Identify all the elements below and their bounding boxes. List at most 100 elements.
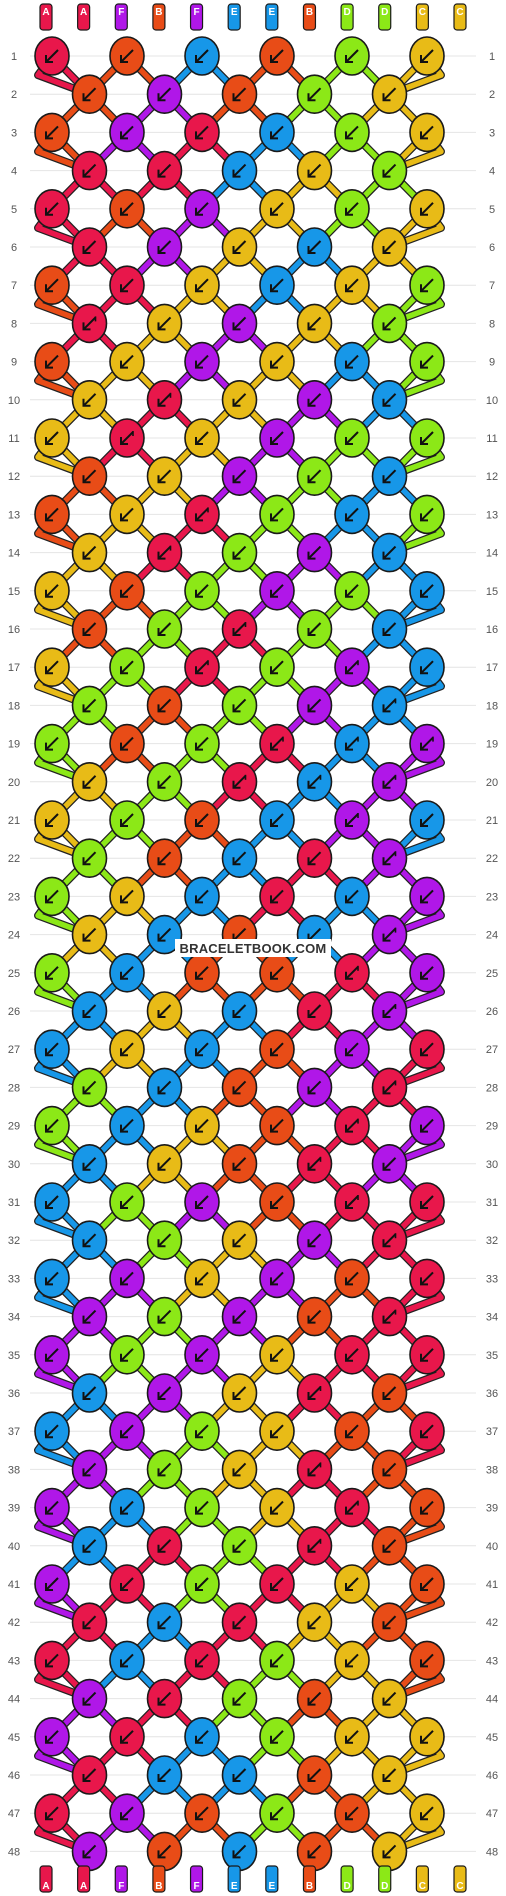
strand-tab-bottom: A [77, 1865, 91, 1893]
strand-tab-top: A [77, 3, 91, 31]
arrow-shaft [346, 354, 359, 368]
knot [259, 1258, 295, 1299]
knot [109, 418, 145, 458]
backward-knot-icon [232, 87, 247, 102]
knot [71, 303, 108, 344]
strand-letter: A [42, 1881, 49, 1892]
backward-forward-knot-icon [195, 507, 209, 522]
row-number-right: 14 [486, 548, 498, 560]
arrow-shaft [196, 736, 209, 750]
backward-forward-knot-icon [345, 736, 359, 751]
arrow-shaft [308, 1004, 322, 1017]
knot [259, 800, 295, 840]
arrow-head [232, 1697, 241, 1706]
arrow-head [345, 742, 353, 751]
knot-row [34, 570, 445, 611]
knot [184, 952, 220, 993]
row-number-right: 2 [489, 89, 495, 101]
arrow-shaft [233, 316, 247, 330]
knot [409, 1564, 445, 1604]
arrow-shaft [121, 1806, 134, 1819]
strand-tab-bottom: D [340, 1865, 354, 1893]
arrow-shaft [308, 1691, 322, 1705]
backward-knot-icon [82, 1386, 97, 1400]
arrow-head [382, 1162, 391, 1171]
backward-knot-icon [120, 202, 134, 216]
arrow-head [307, 1086, 316, 1095]
backward-knot-icon [345, 49, 359, 63]
arrow-head [195, 1583, 203, 1591]
knot [34, 1258, 70, 1299]
arrow-shaft [421, 1577, 434, 1590]
arrow-shaft [271, 1042, 284, 1055]
arrow-shaft [121, 1042, 134, 1055]
arrow-head [195, 971, 203, 980]
knot [109, 494, 145, 535]
backward-forward-knot-icon [382, 1233, 397, 1248]
row-number-left: 7 [11, 280, 17, 292]
knot [71, 1144, 108, 1184]
arrow-shaft [83, 469, 97, 482]
arrow-head [195, 589, 203, 598]
arrow-head [345, 1506, 353, 1515]
backward-forward-knot-icon [232, 774, 247, 789]
arrow-head [45, 1430, 53, 1439]
knot [334, 189, 370, 229]
backward-knot-icon [195, 49, 209, 63]
row-number-right: 13 [486, 509, 498, 521]
strand-tab-body [227, 3, 241, 31]
knot [109, 1258, 145, 1299]
knot [71, 1755, 108, 1795]
backward-knot-icon [270, 1577, 284, 1591]
row-number-left: 30 [8, 1159, 20, 1171]
knot [221, 1449, 258, 1490]
arrow-head [157, 1086, 166, 1095]
knot [184, 570, 220, 611]
knot [409, 1105, 445, 1146]
backward-knot-icon [157, 316, 172, 331]
knot [371, 1602, 408, 1642]
knot-row [71, 1373, 408, 1413]
strand-tab-body [39, 1865, 53, 1893]
knot [259, 1640, 295, 1681]
backward-knot-icon [270, 507, 284, 522]
arrow-shaft [271, 354, 284, 368]
arrow-shaft [121, 1577, 134, 1590]
arrow-head [195, 1201, 203, 1209]
arrow-shaft [271, 202, 284, 215]
arrow-shaft [421, 202, 434, 215]
knot [146, 1831, 183, 1872]
arrow-head [345, 1583, 353, 1591]
arrow-shaft [383, 1691, 397, 1705]
knot [409, 1411, 445, 1451]
backward-knot-icon [345, 889, 359, 904]
arrow-head [120, 666, 128, 675]
knot [371, 1678, 408, 1719]
knot [109, 1717, 145, 1757]
arrow-shaft [271, 125, 284, 139]
backward-forward-knot-icon [382, 1004, 397, 1018]
strand-letter: C [419, 7, 426, 18]
knot [184, 1564, 220, 1604]
arrow-head [120, 1048, 128, 1057]
backward-knot-icon [420, 278, 434, 293]
arrow-shaft [271, 507, 284, 521]
knot [221, 1144, 258, 1184]
knot [34, 265, 70, 306]
knot [146, 150, 183, 191]
knot [34, 1487, 70, 1528]
backward-knot-icon [157, 1157, 172, 1171]
knot [371, 991, 408, 1031]
knot [371, 1526, 408, 1566]
arrow-head [232, 475, 241, 484]
arrow-head [157, 1697, 166, 1706]
knot [184, 1182, 220, 1222]
arrow-head [270, 1048, 278, 1057]
arrow-head [345, 284, 353, 293]
row-number-left: 26 [8, 1006, 20, 1018]
backward-knot-icon [157, 87, 172, 102]
backward-knot-icon [82, 469, 97, 484]
knot [71, 1602, 108, 1642]
arrow-shaft [196, 1653, 209, 1667]
knot [109, 265, 145, 306]
